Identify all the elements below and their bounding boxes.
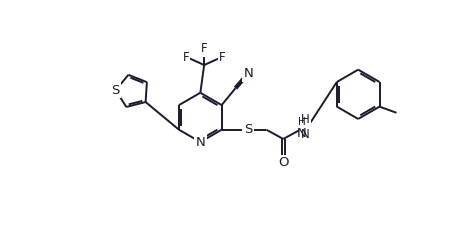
- Text: O: O: [278, 156, 289, 169]
- Text: F: F: [183, 51, 189, 64]
- Text: F: F: [219, 51, 226, 64]
- Text: H
N: H N: [301, 113, 309, 141]
- Text: N: N: [244, 67, 253, 80]
- Text: F: F: [201, 42, 207, 55]
- Text: N: N: [297, 127, 306, 140]
- Text: N: N: [196, 135, 205, 149]
- Text: H: H: [298, 117, 306, 127]
- Text: S: S: [112, 84, 120, 97]
- Text: S: S: [244, 123, 252, 136]
